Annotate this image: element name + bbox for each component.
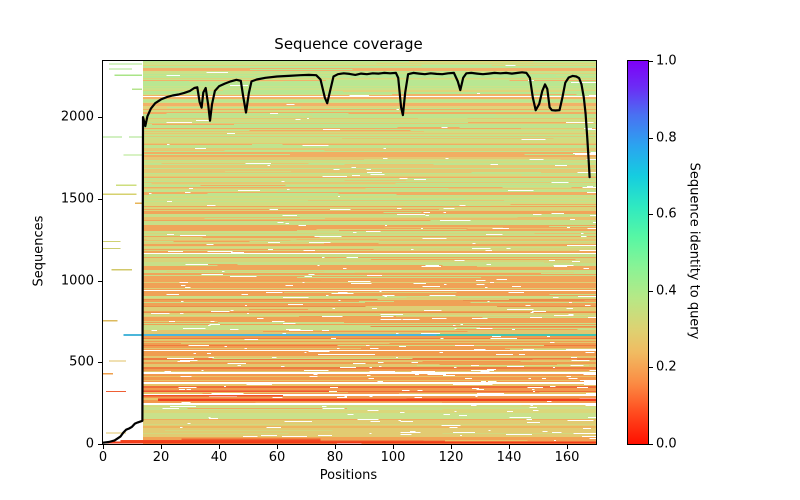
colorbar-tick-label: 0.6 <box>656 206 677 222</box>
colorbar-tick-label: 0.0 <box>656 436 677 452</box>
plot-area <box>102 60 597 445</box>
special-rows <box>105 333 596 444</box>
x-tick-label: 60 <box>268 450 286 465</box>
x-tick-mark <box>277 445 278 449</box>
y-tick-mark <box>98 444 102 445</box>
y-tick-mark <box>98 362 102 364</box>
colorbar-tick-label: 0.8 <box>656 130 677 146</box>
colorbar-tick-mark <box>649 137 653 139</box>
heatmap-svg <box>103 61 596 444</box>
x-tick-label: 0 <box>98 450 108 465</box>
left-strip-segments <box>103 63 143 434</box>
x-tick-label: 40 <box>210 450 228 465</box>
colorbar-tick-mark <box>649 290 653 292</box>
heatmap-rows <box>143 61 596 444</box>
x-tick-mark <box>219 445 220 449</box>
x-tick-mark <box>393 445 394 449</box>
coverage-line <box>103 71 591 444</box>
x-tick-label: 80 <box>326 450 344 465</box>
x-tick-mark <box>451 445 452 449</box>
colorbar-gradient <box>628 61 648 444</box>
y-tick-mark <box>98 117 102 119</box>
colorbar-tick-mark <box>649 61 653 62</box>
colorbar-tick-mark <box>649 444 653 445</box>
y-tick-label: 0 <box>85 436 94 452</box>
y-tick-label: 500 <box>69 354 94 370</box>
x-tick-mark <box>161 445 162 449</box>
x-tick-mark <box>509 445 510 449</box>
y-tick-mark <box>98 198 102 200</box>
x-axis-label: Positions <box>319 468 378 483</box>
colorbar-tick-label: 0.4 <box>656 283 677 299</box>
x-tick-label: 20 <box>152 450 170 465</box>
x-tick-mark <box>335 445 336 449</box>
colorbar-tick-label: 0.2 <box>656 359 677 375</box>
colorbar-label: Sequence identity to query <box>686 162 702 340</box>
y-tick-label: 1000 <box>60 273 94 289</box>
x-tick-label: 140 <box>496 450 522 465</box>
colorbar <box>627 60 649 445</box>
y-axis-label: Sequences <box>31 215 47 287</box>
colorbar-tick-mark <box>649 367 653 369</box>
x-tick-label: 100 <box>380 450 406 465</box>
y-tick-label: 1500 <box>60 191 94 207</box>
x-tick-mark <box>103 445 104 449</box>
x-tick-label: 160 <box>554 450 580 465</box>
y-tick-mark <box>98 280 102 282</box>
x-tick-mark <box>567 445 568 449</box>
plot-title: Sequence coverage <box>274 35 423 53</box>
colorbar-tick-label: 1.0 <box>656 53 677 69</box>
x-tick-label: 120 <box>438 450 464 465</box>
colorbar-tick-mark <box>649 214 653 216</box>
y-tick-label: 2000 <box>60 109 94 125</box>
